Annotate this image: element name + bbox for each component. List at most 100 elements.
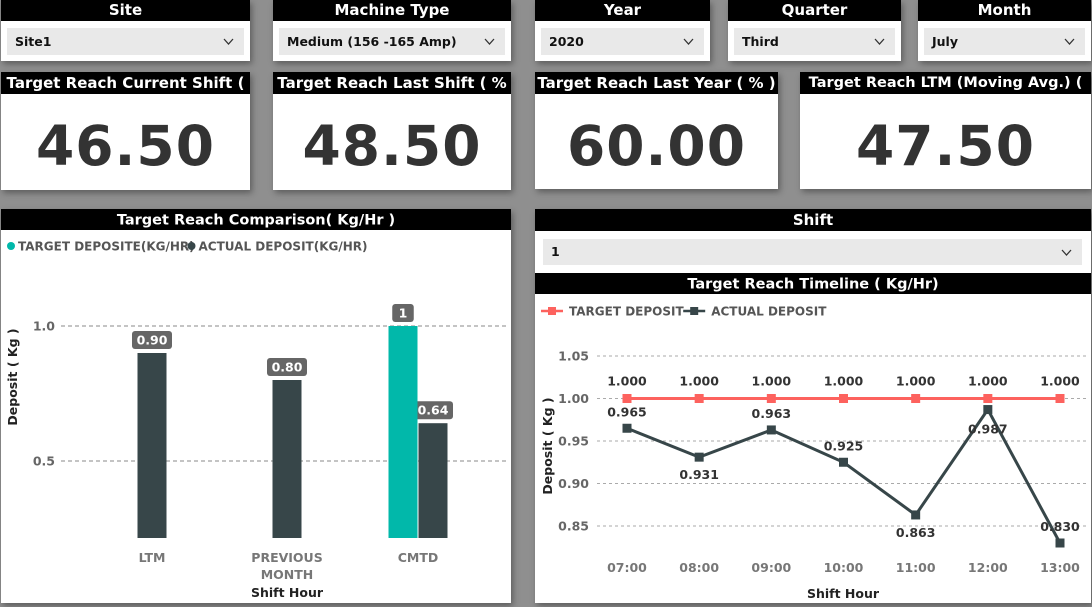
site-slicer: Site Site1: [1, 0, 250, 61]
data-label-target: 1.000: [607, 374, 647, 389]
point-actual: [766, 425, 776, 435]
y-axis-label: Deposit ( Kg ): [540, 397, 555, 494]
data-label-actual: 0.963: [752, 406, 792, 421]
legend-label: ACTUAL DEPOSIT(KG/HR): [199, 240, 368, 254]
x-tick-label: 11:00: [896, 560, 936, 575]
x-tick-label: CMTD: [398, 550, 439, 565]
legend-marker: [690, 307, 699, 315]
y-tick-label: 1.00: [558, 391, 589, 406]
point-actual: [911, 510, 921, 520]
x-tick-label: LTM: [139, 550, 166, 565]
kpi-card-last-year: Target Reach Last Year ( % ) 60.00: [535, 72, 778, 189]
data-label-box: [413, 401, 453, 420]
x-tick-label: 07:00: [607, 560, 647, 575]
chevron-down-icon: [484, 38, 495, 45]
y-tick-label: 0.5: [33, 454, 55, 469]
data-label-box: [132, 331, 172, 349]
y-tick-label: 0.95: [558, 434, 589, 449]
target-reach-comparison-panel: Target Reach Comparison( Kg/Hr ) TARGET D…: [1, 209, 511, 603]
kpi-card-current-shift: Target Reach Current Shift ( % ) 46.50: [1, 72, 250, 190]
data-label-actual: 0.931: [679, 467, 719, 482]
x-tick-label: 08:00: [679, 560, 719, 575]
data-label: 0.90: [137, 333, 168, 348]
data-label-actual: 0.830: [1040, 519, 1080, 534]
site-dropdown[interactable]: Site1: [7, 28, 244, 55]
point-target: [839, 394, 848, 403]
data-label-target: 1.000: [824, 374, 864, 389]
chevron-down-icon: [1064, 38, 1075, 45]
shift-slicer-title: Shift: [535, 209, 1091, 231]
x-tick-label: MONTH: [261, 567, 314, 582]
legend-marker: [7, 242, 15, 250]
quarter-dropdown[interactable]: Third: [734, 28, 895, 55]
machine-type-slicer-title: Machine Type: [273, 0, 511, 21]
point-actual: [622, 423, 632, 433]
month-slicer-title: Month: [918, 0, 1091, 21]
x-tick-label: 13:00: [1040, 560, 1080, 575]
site-slicer-title: Site: [1, 0, 250, 21]
chevron-down-icon: [223, 38, 234, 45]
shift-dropdown[interactable]: 1: [543, 239, 1082, 265]
data-label-target: 1.000: [679, 374, 719, 389]
data-label: 0.64: [418, 403, 449, 418]
bar-actual: [137, 353, 167, 538]
chevron-down-icon: [683, 38, 694, 45]
point-actual: [1055, 538, 1065, 548]
x-tick-label: 10:00: [824, 560, 864, 575]
x-tick-label: 09:00: [751, 560, 791, 575]
kpi-value: 47.50: [856, 114, 1035, 178]
target-reach-comparison-chart: Target Reach Comparison( Kg/Hr ) TARGET D…: [1, 209, 511, 600]
point-target: [983, 394, 993, 403]
y-tick-label: 1.05: [558, 349, 589, 364]
machine-type-dropdown-value: Medium (156 -165 Amp): [287, 34, 457, 49]
chart-title-bar: [535, 273, 1091, 294]
point-actual: [839, 457, 848, 467]
quarter-slicer-title: Quarter: [728, 0, 901, 21]
y-tick-label: 0.85: [558, 519, 589, 534]
month-dropdown-value: July: [932, 34, 958, 49]
kpi-title: Target Reach Last Shift ( % ): [273, 72, 511, 114]
year-dropdown[interactable]: 2020: [541, 28, 704, 55]
point-target: [694, 394, 704, 403]
quarter-slicer: Quarter Third: [728, 0, 901, 61]
y-axis-label: Deposit ( Kg ): [5, 328, 20, 425]
year-slicer: Year 2020: [535, 0, 710, 61]
data-label-actual: 0.863: [896, 525, 936, 540]
month-dropdown[interactable]: July: [924, 28, 1085, 55]
target-reach-timeline-chart: Target Reach Timeline ( Kg/Hr)TARGET DEP…: [535, 273, 1091, 601]
quarter-dropdown-value: Third: [742, 34, 779, 49]
kpi-value: 48.50: [302, 114, 482, 178]
site-dropdown-value: Site1: [15, 34, 52, 49]
point-actual: [983, 405, 993, 415]
month-slicer: Month July: [918, 0, 1091, 61]
chevron-down-icon: [1061, 249, 1072, 256]
legend-marker: [548, 307, 556, 315]
data-label-target: 1.000: [968, 374, 1008, 389]
year-slicer-title: Year: [535, 0, 710, 21]
data-label: 1: [399, 306, 408, 321]
machine-type-dropdown[interactable]: Medium (156 -165 Amp): [279, 28, 505, 55]
data-label-target: 1.000: [752, 374, 792, 389]
y-tick-label: 0.90: [558, 476, 589, 491]
kpi-title: Target Reach Last Year ( % ): [535, 72, 778, 94]
chevron-down-icon: [874, 38, 885, 45]
shift-timeline-panel: Shift 1 Target Reach Timeline ( Kg/Hr) TA…: [535, 209, 1091, 603]
shift-dropdown-value: 1: [551, 244, 560, 259]
data-label-actual: 0.925: [824, 438, 864, 453]
point-target: [1055, 394, 1065, 403]
machine-type-slicer: Machine Type Medium (156 -165 Amp): [273, 0, 511, 61]
data-label: 0.80: [272, 360, 303, 375]
kpi-title: Target Reach Current Shift ( % ): [1, 72, 250, 114]
x-tick-label: PREVIOUS: [251, 550, 322, 565]
bar-target: [388, 326, 418, 538]
point-target: [911, 394, 921, 403]
legend-label: ACTUAL DEPOSIT: [711, 305, 827, 319]
kpi-value: 60.00: [567, 114, 746, 178]
kpi-value: 46.50: [36, 114, 215, 178]
x-axis-label: Shift Hour: [251, 585, 324, 600]
legend-label: TARGET DEPOSITE(KG/HR): [18, 240, 195, 254]
data-label-target: 1.000: [896, 374, 936, 389]
legend-marker: [187, 242, 196, 250]
data-label-box: [392, 304, 414, 322]
y-tick-label: 1.0: [33, 319, 55, 334]
